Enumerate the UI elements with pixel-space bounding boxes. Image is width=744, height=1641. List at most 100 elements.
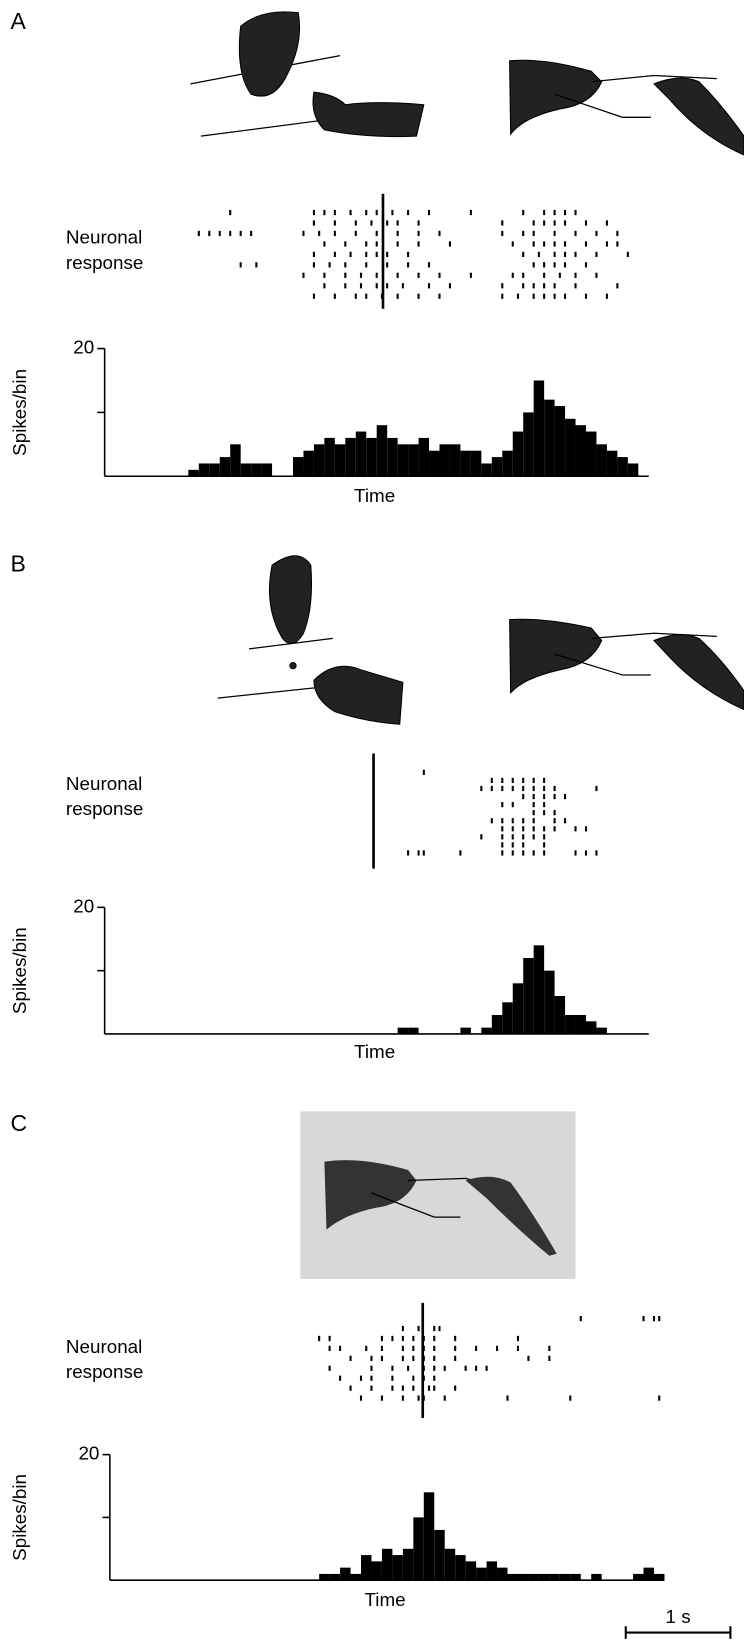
bar	[313, 444, 325, 477]
bar	[329, 1573, 341, 1581]
bar	[617, 457, 628, 477]
bar	[319, 1573, 330, 1581]
bar	[465, 1561, 477, 1581]
raster-label: Neuronal	[66, 227, 142, 248]
illustration-b	[217, 555, 744, 725]
bar	[397, 444, 409, 477]
bar	[324, 437, 335, 477]
bar	[355, 431, 367, 477]
bar	[528, 1573, 539, 1581]
bar	[402, 1548, 414, 1581]
illustration-c	[300, 1111, 576, 1279]
raster-label: response	[66, 252, 143, 273]
bar	[486, 1561, 498, 1581]
bar	[507, 1573, 518, 1581]
x-axis-label: Time	[365, 1589, 406, 1610]
bar	[371, 1561, 382, 1581]
bar	[470, 450, 482, 477]
bar	[240, 463, 252, 477]
bar	[418, 437, 430, 477]
bar	[340, 1567, 351, 1581]
bar	[570, 1573, 581, 1581]
bar	[345, 437, 356, 477]
bar	[654, 1573, 665, 1581]
bar	[397, 1027, 409, 1034]
bar	[565, 418, 576, 477]
bar	[627, 463, 639, 477]
bar	[449, 444, 461, 477]
bar	[413, 1517, 424, 1581]
bar	[596, 444, 607, 477]
bar	[533, 380, 545, 477]
bar	[444, 1548, 456, 1581]
y-axis-label: Spikes/bin	[9, 927, 30, 1014]
scale-bar-label: 1 s	[666, 1606, 691, 1627]
bar	[455, 1555, 466, 1581]
bar	[491, 457, 503, 477]
bar	[481, 1027, 492, 1034]
y-tick-label: 20	[78, 1443, 99, 1464]
bar	[408, 1027, 419, 1034]
bar	[585, 431, 597, 477]
bar	[523, 957, 534, 1034]
bar	[523, 412, 534, 477]
bar	[261, 463, 273, 477]
bar	[303, 450, 314, 477]
y-axis-label: Spikes/bin	[9, 1474, 30, 1561]
bar	[429, 450, 440, 477]
bar	[591, 1573, 602, 1581]
bar	[292, 457, 304, 477]
y-tick-label: 20	[73, 895, 94, 916]
bar	[188, 469, 199, 477]
bar	[549, 1573, 560, 1581]
bar	[575, 1014, 586, 1034]
bar	[376, 425, 388, 477]
bar	[219, 457, 231, 477]
x-axis-label: Time	[354, 1041, 395, 1062]
bar	[392, 1555, 403, 1581]
raster-label: Neuronal	[66, 773, 142, 794]
panel-letter: A	[10, 8, 26, 34]
panel-letter: B	[10, 550, 25, 576]
bar	[209, 463, 220, 477]
bar	[512, 983, 524, 1034]
bar	[481, 463, 492, 477]
bar	[633, 1573, 644, 1581]
bar	[544, 399, 555, 477]
bar	[460, 1027, 471, 1034]
bar	[366, 437, 377, 477]
bar	[491, 1014, 503, 1034]
raster-label: response	[66, 798, 143, 819]
bar	[517, 1573, 529, 1581]
bar	[381, 1548, 393, 1581]
bar	[251, 463, 262, 477]
bar	[596, 1027, 607, 1034]
y-axis-label: Spikes/bin	[9, 369, 30, 456]
bar	[423, 1492, 435, 1581]
bar	[559, 1573, 571, 1581]
bar	[533, 945, 545, 1034]
bar	[643, 1567, 655, 1581]
bar	[502, 450, 513, 477]
bar	[502, 1002, 513, 1034]
bar	[512, 431, 524, 477]
illustration-a	[190, 11, 744, 156]
bar	[565, 1014, 576, 1034]
raster-label: response	[66, 1361, 143, 1382]
bar	[434, 1529, 445, 1581]
bar	[476, 1567, 487, 1581]
bar	[497, 1567, 508, 1581]
bar	[460, 450, 471, 477]
y-tick-label: 20	[73, 337, 94, 358]
bar	[544, 970, 555, 1034]
bar	[361, 1555, 372, 1581]
bar	[439, 444, 450, 477]
bar	[554, 995, 566, 1034]
bar	[408, 444, 419, 477]
bar	[334, 444, 346, 477]
bar	[575, 425, 586, 477]
bar	[606, 450, 618, 477]
bar	[585, 1021, 597, 1034]
bar	[350, 1573, 362, 1581]
